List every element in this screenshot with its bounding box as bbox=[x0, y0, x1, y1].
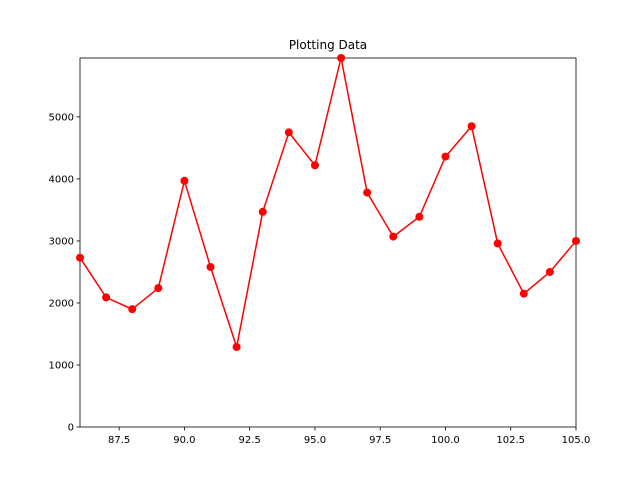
chart-title: Plotting Data bbox=[289, 38, 367, 52]
data-point bbox=[284, 128, 293, 137]
data-point bbox=[545, 267, 554, 276]
series-layer bbox=[76, 54, 580, 351]
y-tick-label: 2000 bbox=[49, 298, 74, 309]
data-point bbox=[154, 284, 163, 293]
data-point bbox=[493, 239, 502, 248]
x-tick-label: 97.5 bbox=[369, 435, 391, 446]
x-tick-label: 105.0 bbox=[562, 435, 591, 446]
x-tick-label: 100.0 bbox=[431, 435, 460, 446]
y-axis: 0 1000 2000 3000 4000 5000 bbox=[49, 112, 80, 434]
data-point bbox=[206, 262, 215, 271]
x-axis: 87.5 90.0 92.5 95.0 97.5 100.0 102.5 105.0 bbox=[108, 427, 590, 446]
x-tick-label: 92.5 bbox=[239, 435, 261, 446]
series bbox=[76, 54, 580, 351]
x-tick-label: 95.0 bbox=[304, 435, 326, 446]
x-tick-label: 90.0 bbox=[173, 435, 195, 446]
data-point bbox=[519, 289, 528, 298]
data-point bbox=[180, 176, 189, 185]
data-point bbox=[363, 188, 372, 197]
data-point bbox=[102, 293, 111, 302]
data-point bbox=[76, 253, 84, 262]
y-tick-label: 5000 bbox=[49, 112, 74, 123]
data-point bbox=[337, 54, 346, 62]
data-point bbox=[258, 207, 267, 216]
x-tick-label: 87.5 bbox=[108, 435, 130, 446]
data-point bbox=[128, 305, 137, 314]
data-point bbox=[441, 152, 450, 161]
series-line bbox=[79, 57, 577, 350]
x-tick-label: 102.5 bbox=[496, 435, 525, 446]
y-tick-label: 0 bbox=[68, 423, 74, 434]
y-tick-label: 1000 bbox=[49, 360, 74, 371]
data-point bbox=[415, 212, 424, 221]
y-tick-label: 4000 bbox=[49, 174, 74, 185]
data-point bbox=[232, 342, 241, 351]
y-tick-label: 3000 bbox=[49, 236, 74, 247]
data-point bbox=[389, 232, 398, 241]
data-point bbox=[467, 122, 476, 131]
data-point bbox=[572, 236, 580, 245]
data-point bbox=[310, 161, 319, 170]
